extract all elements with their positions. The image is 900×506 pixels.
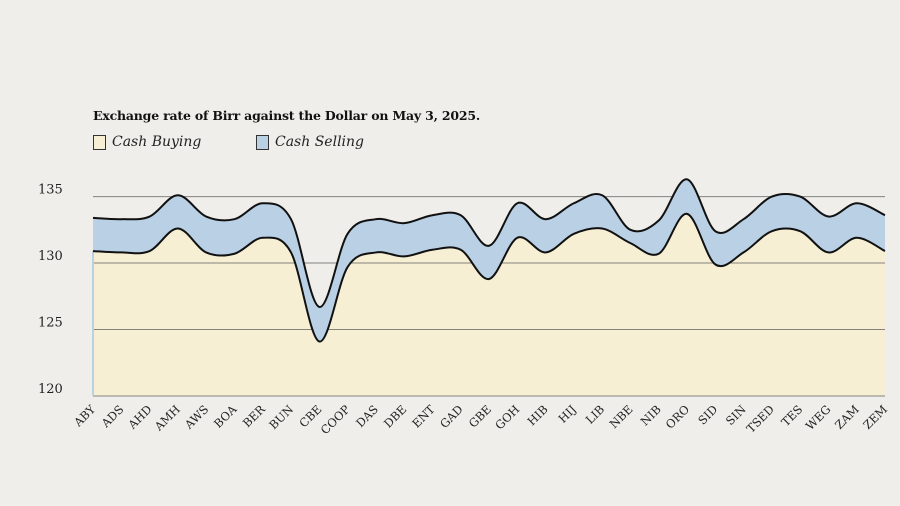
line-cash-buying [92, 212, 886, 343]
y-tick-label: 125 [38, 316, 63, 331]
y-tick-label: 120 [38, 382, 63, 397]
legend-swatch-cash-buying [93, 134, 106, 150]
x-tick-label: ZAM [832, 402, 862, 432]
legend-swatch-cash-selling [256, 134, 269, 150]
x-tick-label: HIJ [556, 402, 580, 426]
x-tick-label: ABY [70, 402, 98, 430]
x-tick-label: BER [240, 402, 268, 430]
x-tick-label: AMH [151, 402, 183, 434]
x-tick-label: TES [778, 402, 805, 429]
x-tick-label: GAD [437, 402, 466, 431]
x-tick-label: BOA [211, 402, 240, 431]
x-tick-label: DBE [381, 402, 409, 430]
chart-title: Exchange rate of Birr against the Dollar… [93, 108, 481, 123]
x-tick-label: DAS [353, 402, 381, 430]
legend-item-cash-buying: Cash Buying [93, 134, 201, 150]
y-tick-label: 130 [38, 249, 63, 264]
legend-label-cash-selling: Cash Selling [275, 134, 364, 150]
x-tick-label: WEG [803, 402, 834, 433]
x-tick-label: AWS [181, 402, 211, 432]
x-tick-label: COOP [318, 402, 353, 437]
x-tick-label: LIB [583, 402, 607, 426]
x-tick-label: ORO [663, 402, 692, 431]
x-tick-label: ZEM [860, 402, 890, 432]
x-tick-label: SID [695, 402, 720, 427]
x-tick-label: GBE [466, 402, 494, 430]
x-tick-label: NBE [607, 402, 636, 431]
legend-label-cash-buying: Cash Buying [112, 134, 202, 150]
area-cash-buying [93, 213, 885, 396]
x-tick-label: HIB [525, 402, 551, 428]
x-tick-label: ADS [98, 402, 127, 431]
x-tick-label: BUN [266, 402, 296, 432]
legend-item-cash-selling: Cash Selling [256, 134, 364, 150]
x-tick-label: ENT [409, 402, 438, 431]
x-tick-label: GOH [492, 402, 522, 432]
line-cash-selling [92, 178, 886, 308]
x-tick-label: AHD [125, 402, 155, 432]
x-tick-label: NIB [638, 402, 664, 428]
x-tick-label: TSED [744, 402, 777, 435]
y-tick-label: 135 [38, 183, 63, 198]
